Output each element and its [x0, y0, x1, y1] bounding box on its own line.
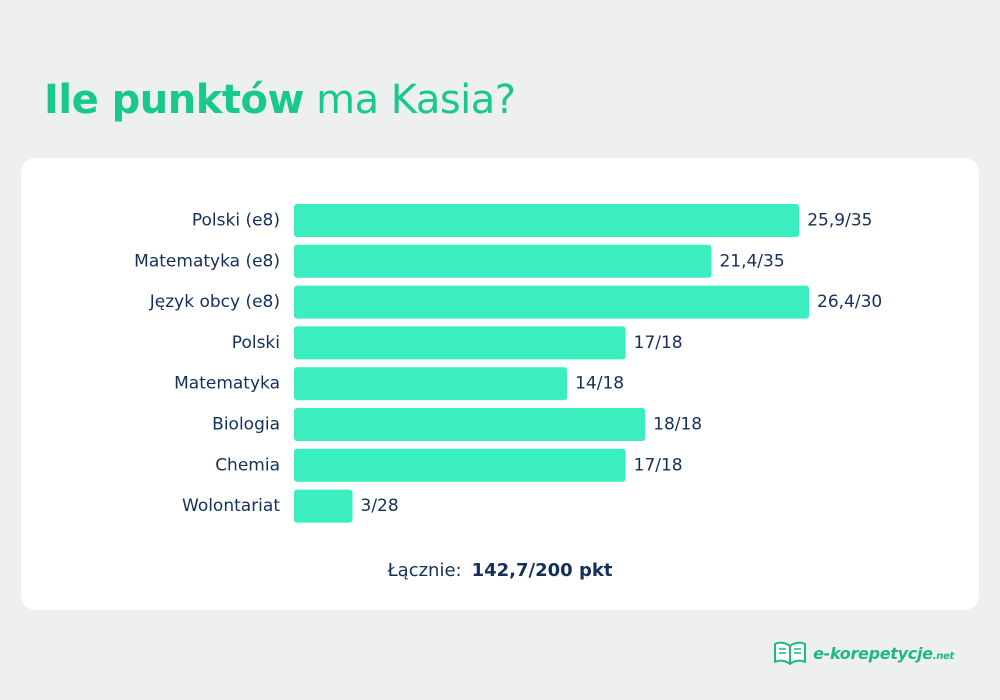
category-label: Biologia: [212, 415, 280, 435]
brand-logo: e-korepetycje.net: [773, 640, 954, 666]
value-label: 25,9/35: [807, 211, 872, 231]
page-title: Ile punktów ma Kasia?: [44, 72, 516, 128]
bar: [294, 244, 712, 278]
open-book-icon: [774, 641, 807, 665]
bar: [294, 367, 568, 401]
bar: [294, 489, 353, 523]
logo-text: e-korepetycje.net: [813, 644, 954, 663]
total-value: 142,7/200 pkt: [471, 560, 613, 581]
category-label: Wolontariat: [182, 496, 280, 516]
total-summary: Łącznie: 142,7/200 pkt: [21, 560, 979, 581]
value-label: 14/18: [575, 374, 624, 394]
bar: [294, 285, 809, 319]
category-label: Chemia: [215, 455, 280, 475]
value-label: 3/28: [361, 496, 399, 516]
bar-chart: Polski (e8) 25,9/35 Matematyka (e8) 21,4/35…: [134, 204, 882, 523]
total-label: Łącznie:: [387, 560, 462, 581]
category-label: Matematyka: [174, 374, 280, 394]
value-label: 17/18: [634, 455, 683, 475]
value-label: 26,4/30: [817, 292, 882, 312]
logo-suffix: .net: [932, 650, 955, 662]
bar: [294, 448, 626, 482]
category-label: Polski (e8): [192, 211, 280, 231]
title-bold: Ile punktów: [44, 77, 304, 123]
bar: [294, 326, 626, 360]
category-label: Matematyka (e8): [134, 251, 280, 271]
value-label: 18/18: [653, 415, 702, 435]
bar: [294, 204, 800, 237]
value-label: 21,4/35: [719, 251, 784, 271]
logo-name: e-korepetycje: [813, 643, 933, 663]
chart-card: Polski (e8) 25,9/35 Matematyka (e8) 21,4/35…: [21, 158, 979, 610]
category-label: Polski: [232, 333, 280, 353]
category-label: Język obcy (e8): [149, 292, 280, 312]
value-label: 17/18: [634, 333, 683, 353]
bar: [294, 408, 646, 441]
title-rest: ma Kasia?: [316, 77, 516, 123]
